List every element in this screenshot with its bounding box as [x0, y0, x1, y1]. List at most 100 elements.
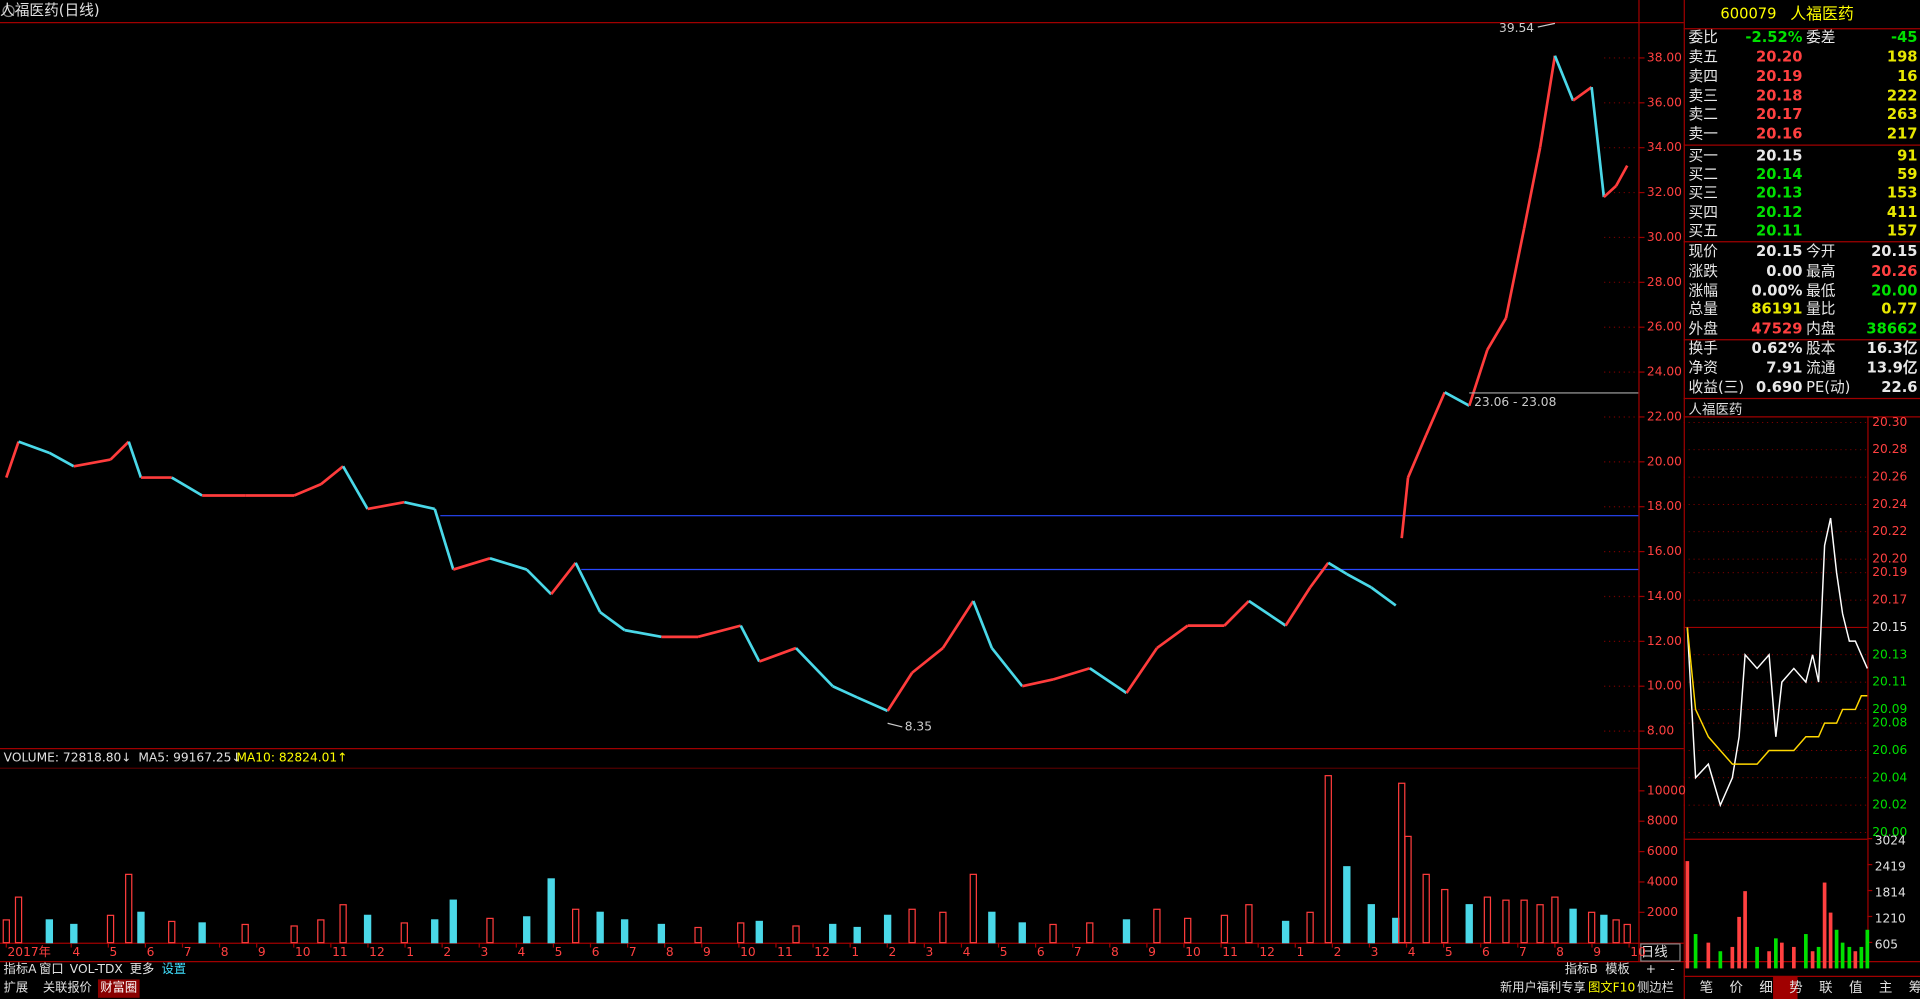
- volume-bar: [694, 926, 702, 944]
- toolbar-button[interactable]: 侧边栏: [1637, 979, 1674, 994]
- y-tick-label: 28.00: [1647, 275, 1682, 289]
- quote-value: 47529: [1751, 320, 1802, 337]
- price-segment: [1223, 600, 1250, 627]
- x-tick-label: 11: [777, 945, 793, 959]
- annotation: 39.54: [1499, 21, 1534, 35]
- toolbar-button[interactable]: 新用户福利专享: [1500, 979, 1586, 994]
- volume-bar: [1049, 923, 1057, 944]
- x-tick-label: 3: [1371, 945, 1379, 959]
- volume-bar: [125, 873, 133, 944]
- quote-value: 0.62%: [1751, 340, 1802, 357]
- tab[interactable]: 主: [1879, 980, 1892, 996]
- x-tick-label: 3: [926, 945, 934, 959]
- intraday-volume-bar: [1718, 951, 1723, 969]
- quote-volume: 16: [1897, 68, 1917, 85]
- quote-value: -2.52%: [1745, 29, 1802, 46]
- toolbar-button[interactable]: 窗口: [39, 962, 63, 976]
- intraday-price-line: [1686, 517, 1869, 808]
- volume-header: MA5: 99167.25↓: [138, 750, 241, 764]
- quote-volume: 222: [1887, 88, 1918, 105]
- volume-bar: [1122, 919, 1131, 944]
- price-segment: [1052, 666, 1091, 681]
- menu-icon[interactable]: [2, 4, 15, 18]
- x-tick-label: 4: [1408, 945, 1416, 959]
- tab[interactable]: 细: [1759, 980, 1772, 996]
- volume-bar: [596, 911, 604, 944]
- volume-bar: [1392, 917, 1400, 944]
- toolbar-button[interactable]: 图文F10: [1588, 979, 1635, 994]
- volume-bar: [290, 925, 298, 944]
- price-segment: [1089, 667, 1128, 695]
- tab[interactable]: 价: [1729, 981, 1743, 996]
- price-segment: [127, 441, 143, 478]
- price-segment: [1522, 147, 1542, 229]
- volume-bar: [168, 920, 176, 944]
- toolbar-button[interactable]: 指标B: [1565, 961, 1598, 976]
- toolbar-button[interactable]: 财富圈: [100, 979, 137, 994]
- tab[interactable]: 联: [1819, 980, 1832, 996]
- price-segment: [320, 465, 344, 486]
- quote-value: 20.00: [1871, 282, 1917, 299]
- price-segment: [1406, 434, 1428, 479]
- quote-label: 涨幅: [1689, 282, 1718, 299]
- toolbar-button[interactable]: 指标A: [4, 961, 37, 976]
- quote-label: 买三: [1689, 184, 1718, 201]
- y-tick-label: 20.13: [1872, 647, 1907, 661]
- intraday-volume-bar: [1767, 951, 1771, 969]
- quote-value: 22.6: [1881, 379, 1917, 396]
- price-segment: [1346, 572, 1372, 589]
- x-tick-label: 9: [703, 945, 711, 959]
- toolbar-button[interactable]: +: [1646, 962, 1656, 976]
- quote-volume: 157: [1887, 222, 1918, 239]
- tab[interactable]: 筹: [1909, 979, 1920, 996]
- volume-bar: [571, 908, 580, 944]
- window-title: 人福医药(日线): [0, 2, 100, 19]
- x-tick-label: 9: [1593, 945, 1601, 959]
- price-segment: [1486, 317, 1508, 351]
- price-segment: [1590, 86, 1606, 198]
- period-box[interactable]: [1640, 943, 1681, 962]
- quote-value: 0.00: [1766, 263, 1802, 280]
- toolbar-button[interactable]: 更多: [130, 962, 154, 976]
- volume-bar: [523, 916, 531, 944]
- quote-label: 收益(三): [1689, 379, 1745, 396]
- quote-label: 净资: [1689, 360, 1718, 377]
- y-tick-label: 6000: [1647, 844, 1678, 858]
- x-tick-label: 6: [1482, 945, 1490, 959]
- volume-bar: [363, 914, 372, 944]
- quote-label: 买二: [1689, 166, 1718, 183]
- period-label[interactable]: 日线: [1641, 944, 1668, 960]
- quote-value: 7.91: [1766, 360, 1802, 377]
- y-tick-label: 20.28: [1872, 442, 1907, 456]
- x-tick-label: 10: [1630, 945, 1646, 959]
- y-tick-label: 34.00: [1647, 140, 1682, 154]
- quote-volume: 153: [1887, 184, 1918, 201]
- quote-price: 20.20: [1756, 49, 1802, 66]
- toolbar-button[interactable]: 设置: [162, 962, 186, 976]
- volume-bar: [70, 923, 78, 944]
- volume-bar: [755, 920, 763, 944]
- quote-label: 委比: [1689, 29, 1718, 46]
- price-segment: [109, 440, 130, 461]
- price-segment: [1614, 164, 1629, 187]
- toolbar-button[interactable]: 模板: [1605, 962, 1629, 976]
- x-tick-label: 7: [184, 945, 192, 959]
- x-tick-label: 12: [814, 945, 830, 959]
- toolbar-button[interactable]: 关联报价: [43, 979, 92, 994]
- tab[interactable]: 笔: [1700, 980, 1713, 996]
- volume-bar: [1220, 914, 1229, 944]
- intraday-volume-bar: [1859, 946, 1864, 969]
- y-tick-label: 18.00: [1647, 499, 1682, 513]
- price-segment: [1370, 586, 1397, 607]
- stock-code: 600079: [1720, 6, 1776, 23]
- volume-bar: [1551, 896, 1559, 944]
- toolbar-button[interactable]: -: [1670, 962, 1674, 976]
- toolbar-button[interactable]: 扩展: [4, 980, 28, 994]
- volume-bar: [939, 911, 947, 944]
- price-segment: [990, 647, 1024, 688]
- price-segment: [599, 611, 626, 632]
- tab[interactable]: 势: [1789, 980, 1802, 996]
- tab[interactable]: 值: [1849, 980, 1862, 996]
- toolbar-button[interactable]: VOL-TDX: [70, 962, 123, 976]
- quote-value: -45: [1891, 29, 1918, 46]
